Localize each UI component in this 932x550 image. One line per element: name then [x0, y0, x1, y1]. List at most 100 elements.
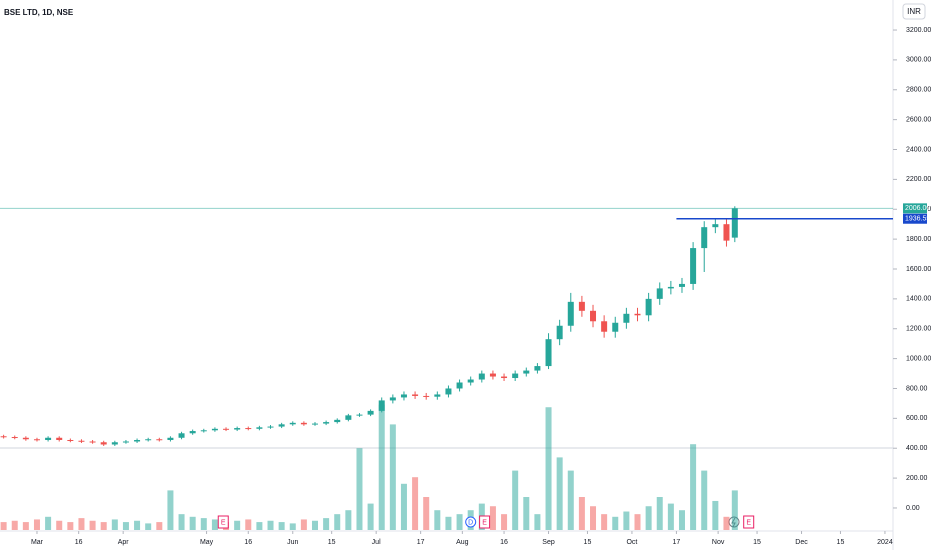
volume-bar [22, 522, 29, 530]
volume-bar [89, 520, 96, 530]
volume-bar [323, 518, 330, 530]
volume-bar [423, 497, 430, 530]
event-badge [465, 516, 477, 528]
x-tick-label: 17 [673, 539, 681, 546]
candle-body [311, 423, 318, 425]
x-tick-label: Aug [456, 539, 469, 546]
x-tick-label: 15 [584, 539, 592, 546]
candle-body [489, 373, 496, 377]
candle-body [545, 339, 552, 367]
candle-body [78, 440, 85, 442]
x-tick-label: Sep [542, 539, 555, 546]
y-tick-label: 2200.00 [906, 176, 931, 183]
volume-bar [78, 518, 85, 530]
x-tick-label: 15 [753, 539, 761, 546]
candle-body [100, 442, 107, 445]
volume-bar [356, 448, 363, 530]
candle-body [467, 379, 474, 383]
event-badge [217, 515, 229, 529]
volume-bar [378, 404, 385, 530]
volume-bar [645, 506, 652, 530]
y-tick-label: 3000.00 [906, 57, 931, 64]
candle-body [567, 301, 574, 326]
plot: 0.00 200.00 400.00 600.00 800.00 1000.00 1200.… [0, 27, 931, 546]
event-marker[interactable]: D [465, 516, 477, 528]
event-marker[interactable]: E [479, 515, 491, 529]
volume-bar [156, 522, 163, 530]
event-marker[interactable]: E [217, 515, 229, 529]
x-tick-label: 15 [328, 539, 336, 546]
volume-bar [656, 497, 663, 530]
volume-bar [178, 514, 185, 530]
candle-body [234, 428, 241, 430]
candle-body [590, 310, 597, 322]
volume-bar [523, 497, 530, 530]
x-tick-label: Nov [712, 539, 725, 546]
volume-bar [33, 519, 40, 530]
level-label: 1936.55 [905, 216, 930, 223]
candle-body [690, 248, 697, 284]
candle-body [256, 427, 263, 429]
y-tick-label: 800.00 [906, 385, 928, 392]
candle-body [534, 366, 541, 371]
volume-bar [11, 520, 18, 530]
candle-body [389, 397, 396, 401]
x-tick-label: Dec [795, 539, 808, 546]
volume-bar [267, 520, 274, 530]
volume-bar [311, 520, 318, 530]
y-tick-label: 1200.00 [906, 326, 931, 333]
y-tick-label: 1600.00 [906, 266, 931, 273]
candle-body [156, 439, 163, 441]
candle-body [731, 208, 738, 238]
volume-bar [567, 470, 574, 530]
candle-body [278, 424, 285, 427]
candle-body [678, 283, 685, 287]
x-tick-label: Mar [31, 539, 44, 546]
chart-title: BSE LTD, 1D, NSE [4, 8, 74, 17]
candle-body [56, 437, 63, 441]
volume-bar [289, 523, 296, 530]
volume-bar [134, 520, 141, 530]
event-label: E [221, 519, 226, 526]
volume-bar [167, 490, 174, 530]
candle-body [111, 442, 118, 445]
volume-bar [456, 514, 463, 530]
candle-body [89, 441, 96, 443]
candle-body [578, 301, 585, 311]
level-badge [903, 213, 927, 224]
candle-body [11, 437, 18, 439]
volume-bar [278, 522, 285, 530]
volume-bar [211, 519, 218, 530]
volume-bar [256, 522, 263, 530]
event-marker[interactable]: E [743, 515, 755, 529]
candle-body [656, 288, 663, 299]
x-tick-label: Jun [287, 539, 298, 546]
volume-bar [400, 483, 407, 530]
y-tick-label: 2800.00 [906, 87, 931, 94]
candle-body [523, 370, 530, 374]
last-price-badge [903, 203, 927, 214]
y-tick-label: 1800.00 [906, 236, 931, 243]
y-tick-label: 600.00 [906, 415, 928, 422]
event-badge [743, 515, 755, 529]
candle-body [367, 410, 374, 415]
candle-body [200, 430, 207, 432]
candle-body [501, 376, 508, 379]
volume-bar [623, 511, 630, 530]
volume-bar [690, 444, 697, 530]
currency-box[interactable] [902, 3, 926, 20]
volume-bar [111, 519, 118, 530]
last-price-label: 2006.00 [905, 205, 930, 212]
volume-bar [122, 522, 129, 530]
volume-bar [634, 514, 641, 530]
volume-bar [234, 520, 241, 530]
candle-body [701, 227, 708, 249]
candle-body [434, 394, 441, 397]
volume-bar [590, 506, 597, 530]
candle-body [267, 426, 274, 428]
x-tick-label: 17 [417, 539, 425, 546]
x-tick-label: Apr [118, 539, 130, 546]
candle-body [0, 436, 7, 438]
candle-body [67, 440, 74, 442]
